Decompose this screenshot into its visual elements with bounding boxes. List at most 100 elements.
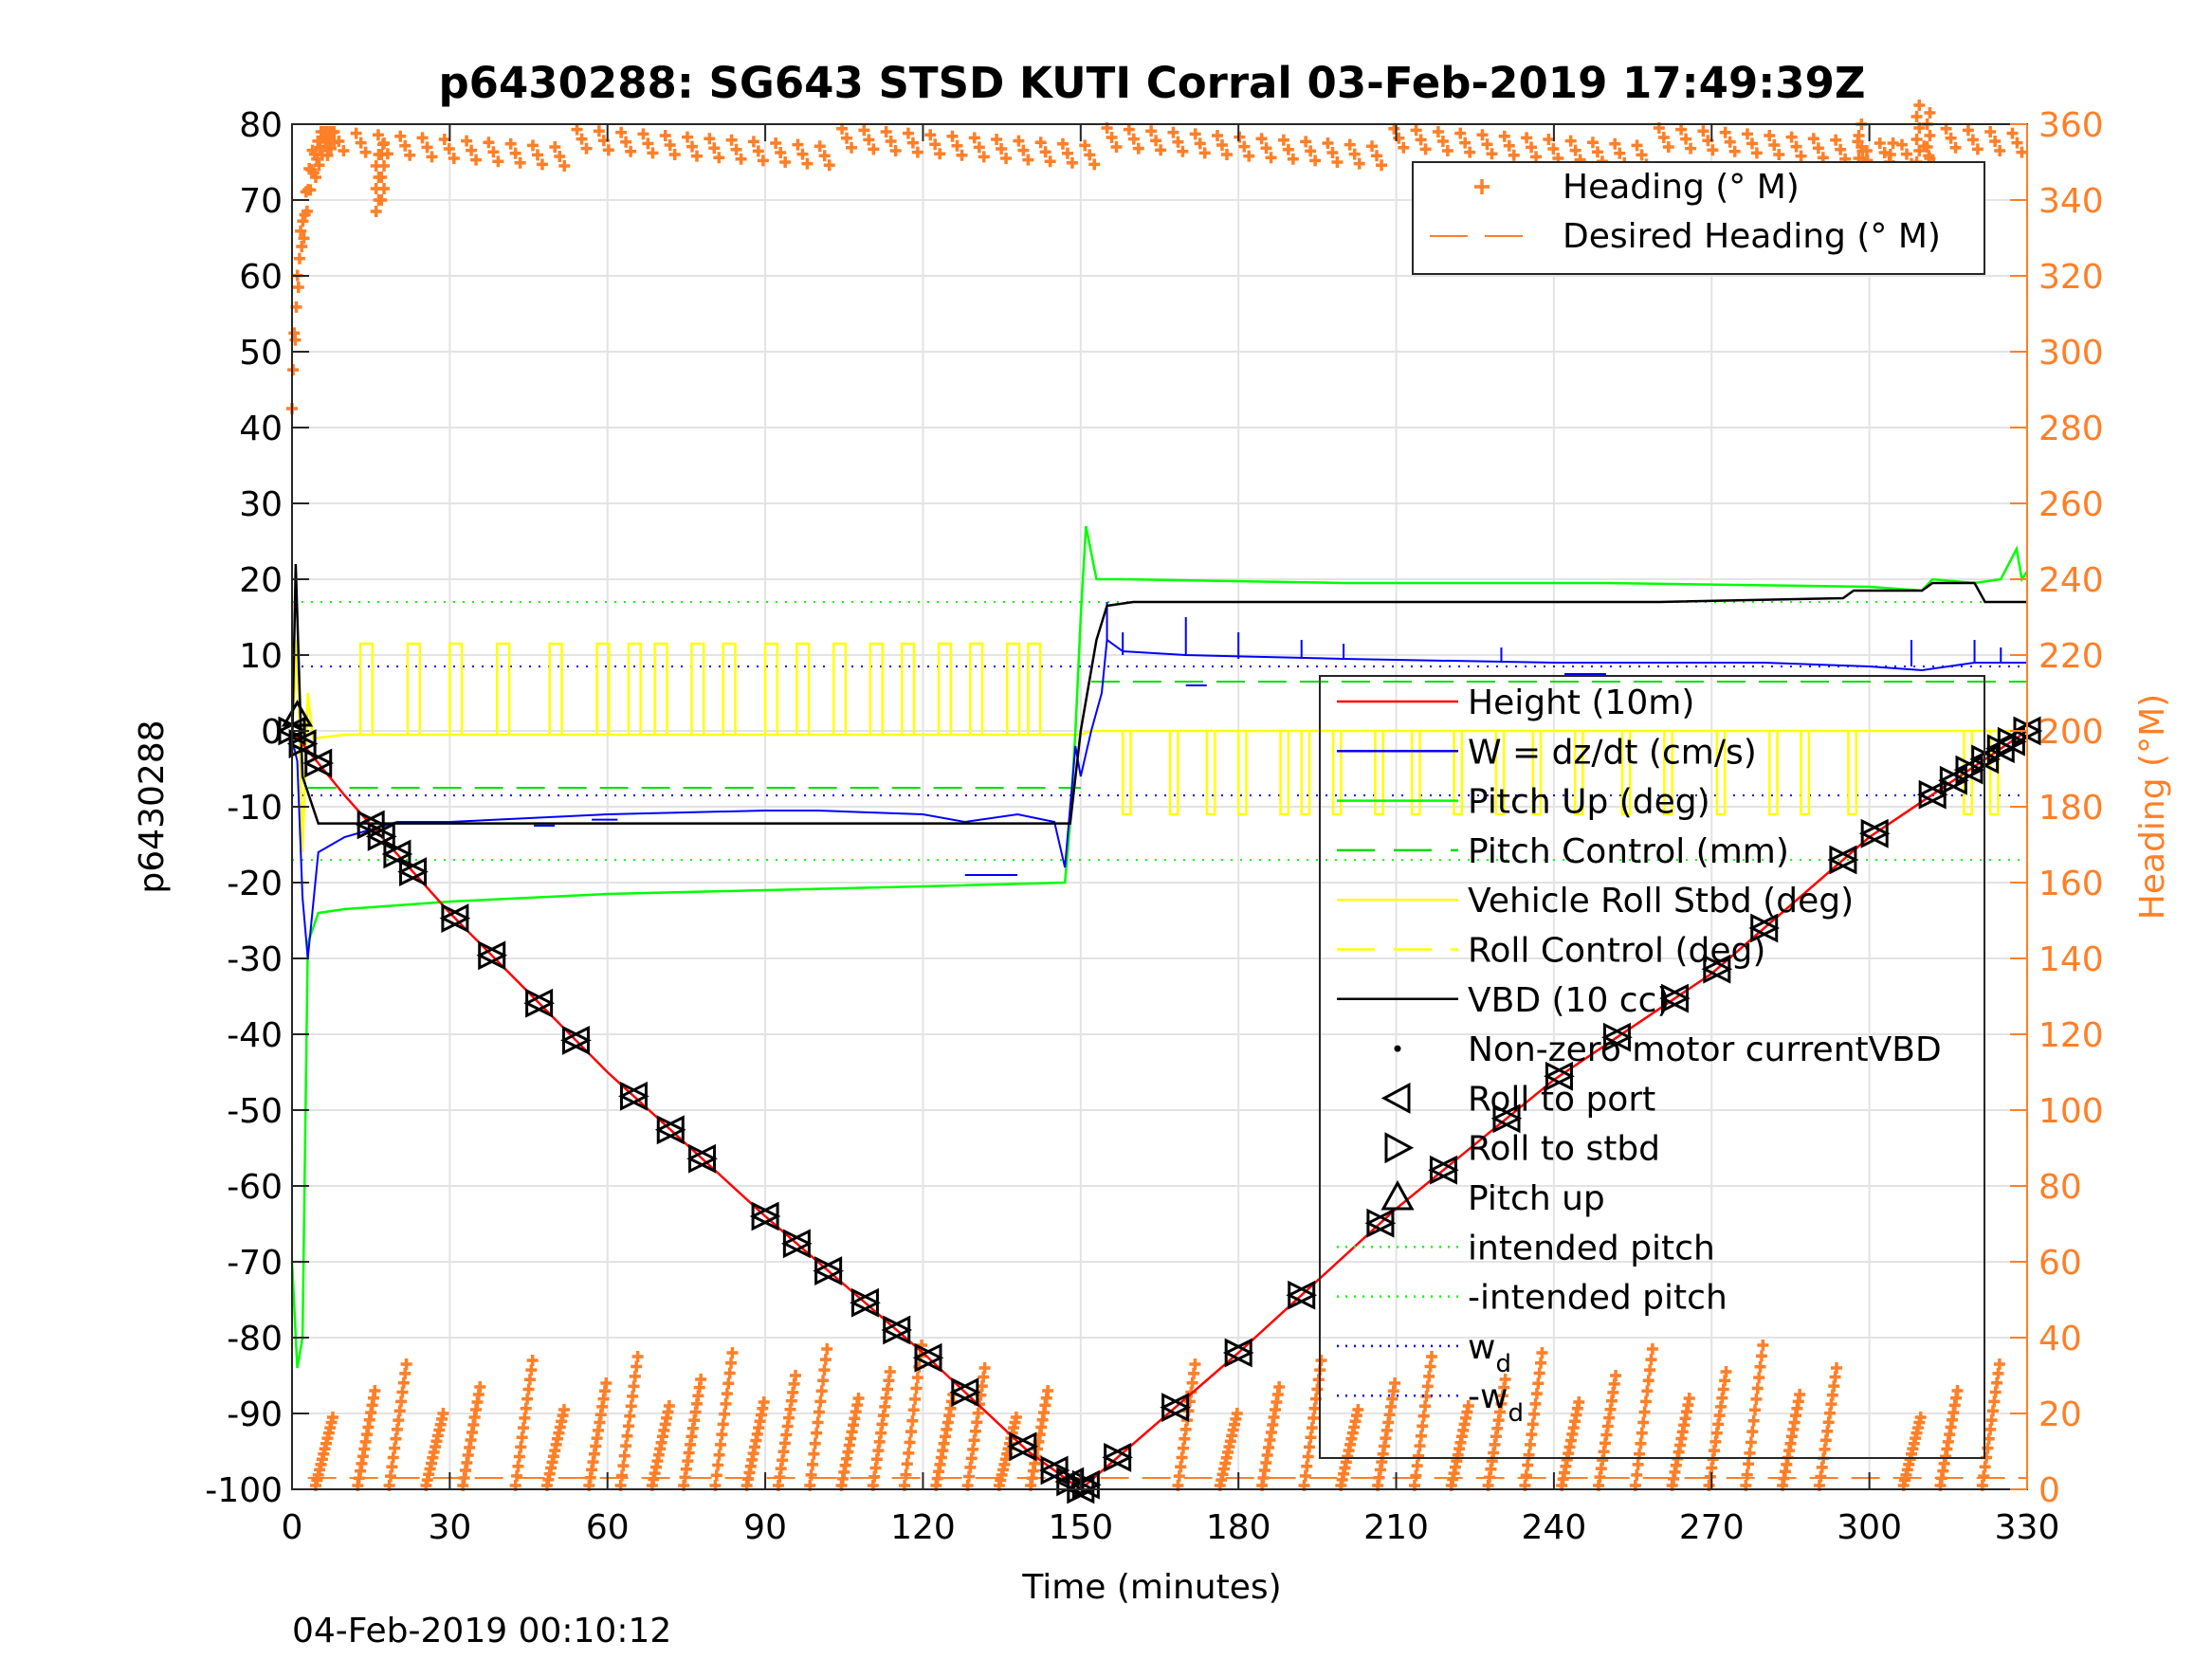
y2-tick-label: 180 <box>2038 789 2104 828</box>
heading-point <box>1322 137 1334 149</box>
heading-point <box>359 146 372 158</box>
heading-point <box>1724 136 1736 148</box>
heading-point <box>910 1382 923 1395</box>
heading-point <box>1569 144 1581 156</box>
y2-tick-label: 160 <box>2038 865 2104 903</box>
heading-point <box>713 152 725 164</box>
heading-point <box>1459 137 1472 149</box>
heading-point <box>378 137 391 149</box>
heading-point <box>625 145 637 157</box>
heading-point <box>721 1388 733 1400</box>
heading-point <box>296 240 308 252</box>
heading-point <box>1853 130 1865 141</box>
y-tick-label: 60 <box>239 258 283 297</box>
roll-pulse <box>1768 731 1779 816</box>
heading-point <box>902 127 914 139</box>
heading-point <box>730 143 742 155</box>
heading-point <box>1755 1350 1767 1362</box>
roll-pulse <box>1121 731 1132 816</box>
heading-point <box>1376 159 1388 172</box>
heading-point <box>710 1469 722 1482</box>
legend-main-label: Roll to port <box>1468 1080 1655 1119</box>
roll-to-stbd-marker <box>751 1201 781 1231</box>
x-tick-label: 30 <box>428 1508 471 1547</box>
heading-point <box>1795 150 1807 162</box>
heading-point <box>629 1370 641 1382</box>
heading-point <box>815 1385 828 1397</box>
heading-point <box>620 136 632 148</box>
heading-point <box>1635 1437 1647 1449</box>
heading-point <box>1966 134 1979 146</box>
heading-point <box>355 137 367 149</box>
heading-point <box>1243 150 1255 162</box>
heading-point <box>618 1449 631 1462</box>
heading-point <box>1543 134 1555 145</box>
heading-point <box>978 1362 991 1374</box>
heading-point <box>378 183 391 194</box>
heading-point <box>576 133 588 145</box>
roll-pulse <box>690 642 705 735</box>
heading-point <box>1000 153 1013 164</box>
roll-to-stbd-marker <box>1104 1442 1133 1472</box>
pitch-up-marker <box>281 700 314 727</box>
heading-point <box>1878 147 1891 158</box>
heading-point <box>304 184 317 196</box>
heading-point <box>1835 143 1847 155</box>
roll-to-stbd-marker <box>1602 1022 1633 1052</box>
heading-point <box>1675 123 1688 136</box>
heading-point <box>1644 1364 1656 1376</box>
heading-point <box>301 205 313 217</box>
heading-point <box>1924 130 1936 141</box>
roll-pulse <box>1494 731 1506 816</box>
heading-point <box>1741 1468 1753 1481</box>
legend-main-label: Height (10m) <box>1468 684 1694 722</box>
heading-point <box>1302 1450 1314 1463</box>
x-tick-label: 60 <box>586 1508 630 1547</box>
heading-point <box>814 140 826 153</box>
roll-pulse <box>595 642 611 735</box>
heading-point <box>704 133 716 145</box>
x-axis-label: Time (minutes) <box>1021 1568 1281 1607</box>
y-tick-labels: -100-90-80-70-60-50-40-30-20-10010203040… <box>205 106 283 1510</box>
heading-point <box>1750 1393 1763 1405</box>
heading-point <box>1066 156 1078 169</box>
heading-point <box>1631 1468 1643 1481</box>
legend-swatch-tri <box>1380 1082 1411 1114</box>
heading-point <box>1371 150 1383 162</box>
heading-point <box>1013 135 1025 147</box>
heading-point <box>1088 158 1101 171</box>
heading-point <box>519 1412 531 1424</box>
heading-point <box>531 149 543 161</box>
heading-point <box>868 143 880 155</box>
heading-point <box>1110 141 1123 153</box>
legend-heading-swatch <box>1474 179 1490 194</box>
heading-point <box>968 132 980 144</box>
heading-point <box>911 1372 923 1384</box>
heading-point <box>713 1449 725 1461</box>
heading-point <box>1410 124 1422 137</box>
heading-point <box>719 1408 731 1420</box>
roll-pulse <box>1168 731 1179 816</box>
roll-to-stbd-marker <box>383 839 413 869</box>
heading-point <box>723 1367 736 1379</box>
legend-subscript: d <box>1495 1350 1511 1378</box>
heading-point <box>1683 1393 1695 1404</box>
heading-point <box>492 155 504 168</box>
heading-point <box>1614 147 1626 159</box>
y2-tick-label: 100 <box>2038 1092 2104 1131</box>
heading-point <box>1172 136 1184 148</box>
heading-point <box>1586 137 1599 149</box>
y-tick-label: -60 <box>227 1168 283 1207</box>
y-tick-label: -90 <box>227 1395 283 1434</box>
roll-pulse <box>722 642 737 735</box>
roll-to-stbd-marker <box>1918 779 1948 810</box>
roll-pulse <box>969 642 984 735</box>
heading-point <box>712 1459 724 1471</box>
roll-to-stbd-marker <box>1955 755 1985 785</box>
y-tick-label: 40 <box>239 410 283 448</box>
heading-point <box>1167 126 1179 138</box>
legend-heading-box <box>1412 161 1985 275</box>
heading-point <box>901 1458 913 1470</box>
heading-point <box>978 151 990 163</box>
roll-to-stbd-marker <box>782 1229 813 1259</box>
